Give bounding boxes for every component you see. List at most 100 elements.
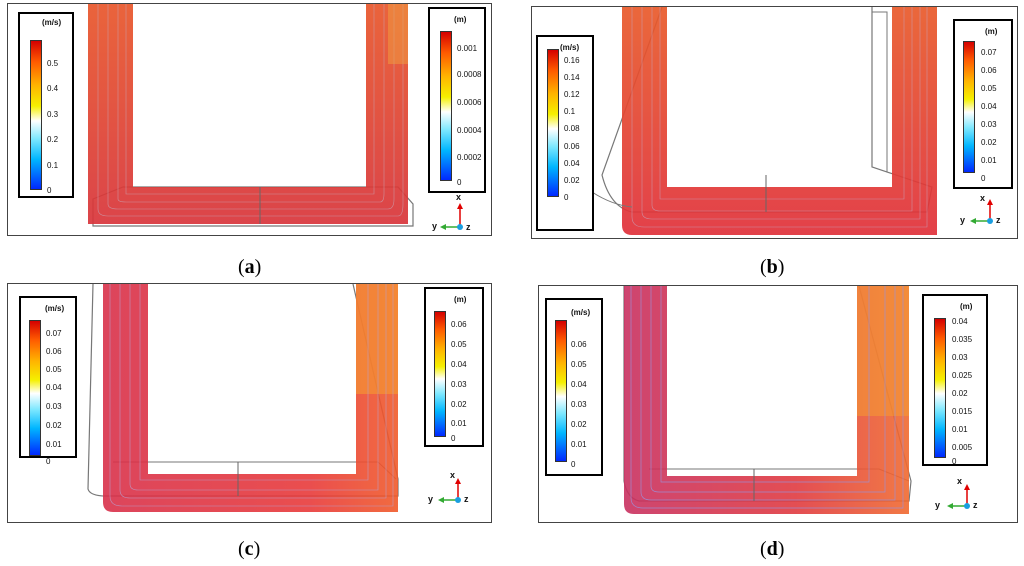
- legend-tick: 0.03: [46, 402, 62, 411]
- legend-unit: (m): [454, 15, 467, 24]
- caption-b: (b): [760, 256, 785, 278]
- flow-scene-c: [87, 284, 399, 512]
- displacement-legend: (m) 0.04 0.035 0.03 0.025 0.02 0.015 0.0…: [922, 294, 988, 466]
- legend-tick: 0.06: [46, 347, 62, 356]
- flow-scene-b: [591, 7, 937, 235]
- legend-tick: 0.1: [564, 107, 576, 116]
- legend-tick: 0.04: [564, 159, 580, 168]
- legend-tick: 0.01: [981, 156, 997, 165]
- legend-tick: 0.1: [47, 161, 59, 170]
- legend-tick: 0.001: [457, 44, 478, 53]
- legend-tick: 0.02: [981, 138, 997, 147]
- legend-tick: 0.01: [952, 425, 968, 434]
- legend-tick: 0.05: [46, 365, 62, 374]
- legend-tick: 0.02: [952, 389, 968, 398]
- legend-tick: 0.01: [451, 419, 467, 428]
- legend-tick: 0.035: [952, 335, 973, 344]
- legend-tick: 0.06: [981, 66, 997, 75]
- legend-tick: 0.02: [564, 176, 580, 185]
- legend-tick: 0.015: [952, 407, 973, 416]
- legend-tick: 0.02: [46, 421, 62, 430]
- legend-tick: 0.04: [571, 380, 587, 389]
- streamlines: [631, 7, 928, 228]
- velocity-legend: (m/s) 0.16 0.14 0.12 0.1 0.08 0.06 0.04 …: [536, 35, 594, 231]
- legend-unit: (m/s): [45, 304, 65, 313]
- legend-unit: (m): [960, 302, 973, 311]
- flow-channel: [88, 4, 408, 224]
- legend-unit: (m/s): [560, 43, 580, 52]
- legend-tick: 0.5: [47, 59, 59, 68]
- velocity-legend: (m/s) 0.06 0.05 0.04 0.03 0.02 0.01 0: [545, 298, 603, 476]
- axis-y-label: y: [935, 500, 941, 510]
- legend-tick: 0.0002: [457, 153, 482, 162]
- caption-a: (a): [238, 256, 262, 278]
- legend-tick: 0: [451, 434, 456, 443]
- legend-unit: (m/s): [571, 308, 591, 317]
- axis-z-label: z: [996, 215, 1001, 225]
- legend-unit: (m/s): [42, 18, 62, 27]
- panel-a: (m/s) 0.5 0.4 0.3 0.2 0.1 0 (m) 0.001 0.…: [7, 3, 492, 236]
- flow-channel: [103, 284, 398, 512]
- legend-tick: 0.04: [981, 102, 997, 111]
- legend-tick: 0.03: [451, 380, 467, 389]
- flow-scene-d: [623, 286, 912, 514]
- legend-tick: 0: [952, 457, 957, 466]
- axis-x-label: x: [450, 470, 456, 480]
- legend-tick: 0.14: [564, 73, 580, 82]
- legend-tick: 0.02: [451, 400, 467, 409]
- color-scale-bar: [30, 40, 42, 190]
- legend-tick: 0.03: [952, 353, 968, 362]
- flow-scene-a: [88, 4, 414, 227]
- legend-tick: 0.01: [46, 440, 62, 449]
- flow-channel: [622, 7, 937, 235]
- velocity-legend: (m/s) 0.5 0.4 0.3 0.2 0.1 0: [18, 12, 74, 198]
- legend-tick: 0.06: [571, 340, 587, 349]
- color-scale-bar: [440, 31, 452, 181]
- legend-tick: 0: [571, 460, 576, 469]
- legend-tick: 0.06: [564, 142, 580, 151]
- legend-tick: 0.0006: [457, 98, 482, 107]
- streamlines: [109, 284, 394, 507]
- legend-tick: 0.04: [451, 360, 467, 369]
- axis-triad: x y z: [428, 470, 488, 516]
- axis-arrows-icon: [970, 199, 993, 224]
- legend-tick: 0.0004: [457, 126, 482, 135]
- axis-triad: x y z: [430, 192, 490, 235]
- panel-d: (m/s) 0.06 0.05 0.04 0.03 0.02 0.01 0 (m…: [538, 285, 1018, 523]
- legend-tick: 0.08: [564, 124, 580, 133]
- axis-arrows-icon: [440, 203, 463, 230]
- legend-tick: 0.06: [451, 320, 467, 329]
- legend-tick: 0.03: [981, 120, 997, 129]
- legend-tick: 0.01: [571, 440, 587, 449]
- axis-y-label: y: [428, 494, 434, 504]
- color-scale-bar: [963, 41, 975, 173]
- legend-tick: 0.025: [952, 371, 973, 380]
- axis-triad: x y z: [954, 193, 1014, 238]
- color-scale-bar: [547, 49, 559, 197]
- axis-z-label: z: [466, 222, 471, 232]
- displacement-legend: (m) 0.06 0.05 0.04 0.03 0.02 0.01 0: [424, 287, 484, 447]
- legend-tick: 0.2: [47, 135, 59, 144]
- legend-tick: 0: [981, 174, 986, 183]
- displacement-legend: (m) 0.001 0.0008 0.0006 0.0004 0.0002 0: [428, 7, 486, 193]
- legend-tick: 0: [47, 186, 52, 195]
- streamlines: [630, 286, 904, 509]
- panel-c: (m/s) 0.07 0.06 0.05 0.04 0.03 0.02 0.01…: [7, 283, 492, 523]
- axis-arrows-icon: [947, 484, 970, 509]
- axis-arrows-icon: [438, 478, 461, 503]
- panel-b: (m/s) 0.16 0.14 0.12 0.1 0.08 0.06 0.04 …: [531, 6, 1018, 239]
- caption-d: (d): [760, 538, 785, 560]
- axis-x-label: x: [456, 192, 462, 202]
- legend-unit: (m): [985, 27, 998, 36]
- velocity-legend: (m/s) 0.07 0.06 0.05 0.04 0.03 0.02 0.01…: [19, 296, 77, 466]
- color-scale-bar: [934, 318, 946, 458]
- axis-x-label: x: [957, 476, 963, 486]
- legend-tick: 0: [46, 457, 51, 466]
- legend-tick: 0.05: [571, 360, 587, 369]
- legend-tick: 0.04: [952, 317, 968, 326]
- legend-tick: 0.03: [571, 400, 587, 409]
- axis-triad: x y z: [931, 476, 991, 522]
- legend-tick: 0.16: [564, 56, 580, 65]
- legend-tick: 0.3: [47, 110, 59, 119]
- color-scale-bar: [434, 311, 446, 437]
